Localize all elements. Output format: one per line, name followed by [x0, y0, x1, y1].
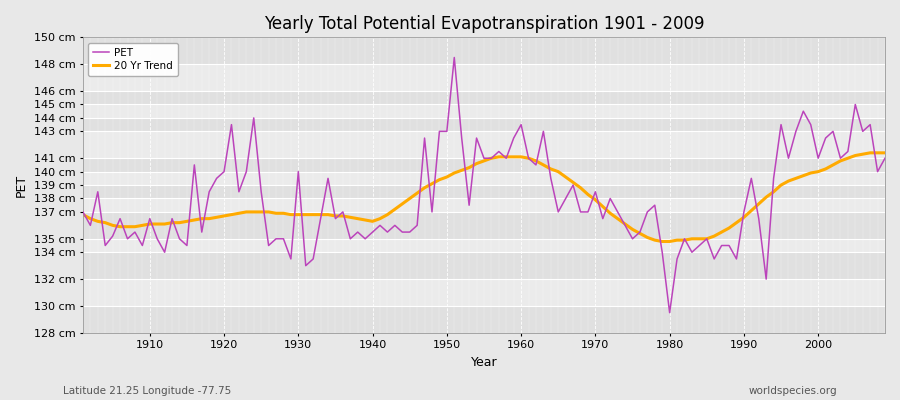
- Text: worldspecies.org: worldspecies.org: [749, 386, 837, 396]
- Bar: [83, 91, 885, 104]
- 20 Yr Trend: [865, 150, 876, 155]
- X-axis label: Year: Year: [471, 356, 498, 369]
- PET: [879, 156, 890, 161]
- 20 Yr Trend: [879, 150, 890, 155]
- Text: Latitude 21.25 Longitude -77.75: Latitude 21.25 Longitude -77.75: [63, 386, 231, 396]
- Line: PET: PET: [83, 58, 885, 313]
- Bar: [83, 279, 885, 306]
- Bar: [83, 212, 885, 239]
- Legend: PET, 20 Yr Trend: PET, 20 Yr Trend: [88, 42, 178, 76]
- Line: 20 Yr Trend: 20 Yr Trend: [83, 153, 885, 242]
- Bar: [83, 185, 885, 198]
- Bar: [83, 198, 885, 212]
- Bar: [83, 239, 885, 252]
- 20 Yr Trend: [77, 212, 88, 217]
- PET: [612, 210, 623, 214]
- Bar: [83, 37, 885, 64]
- PET: [301, 263, 311, 268]
- Bar: [83, 158, 885, 172]
- 20 Yr Trend: [345, 215, 356, 220]
- PET: [137, 243, 148, 248]
- PET: [345, 236, 356, 241]
- PET: [77, 210, 88, 214]
- Bar: [83, 64, 885, 91]
- Bar: [83, 118, 885, 131]
- PET: [449, 55, 460, 60]
- Bar: [83, 131, 885, 158]
- 20 Yr Trend: [516, 154, 526, 159]
- 20 Yr Trend: [301, 212, 311, 217]
- 20 Yr Trend: [137, 223, 148, 228]
- 20 Yr Trend: [508, 154, 519, 159]
- 20 Yr Trend: [657, 239, 668, 244]
- PET: [664, 310, 675, 315]
- Bar: [83, 252, 885, 279]
- Bar: [83, 306, 885, 333]
- Y-axis label: PET: PET: [15, 174, 28, 197]
- Bar: [83, 172, 885, 185]
- PET: [523, 156, 534, 161]
- PET: [516, 122, 526, 127]
- 20 Yr Trend: [605, 211, 616, 216]
- Title: Yearly Total Potential Evapotranspiration 1901 - 2009: Yearly Total Potential Evapotranspiratio…: [264, 15, 704, 33]
- Bar: [83, 104, 885, 118]
